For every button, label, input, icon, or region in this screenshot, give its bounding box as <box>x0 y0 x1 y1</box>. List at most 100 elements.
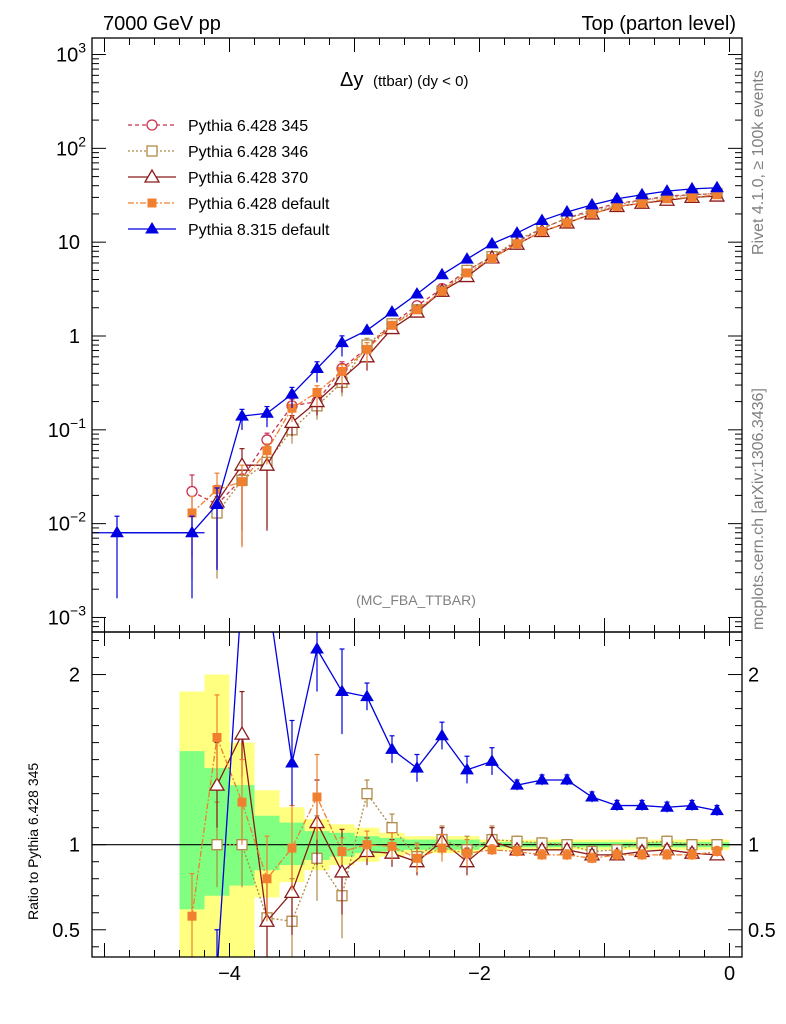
legend: Pythia 6.428 345 Pythia 6.428 346 Pythia 6… <box>128 118 330 239</box>
legend-label-4: Pythia 8.315 default <box>188 222 330 239</box>
ratio-ytick-label-right: 0.5 <box>748 920 776 942</box>
point <box>285 387 299 399</box>
point <box>335 335 349 348</box>
ratio-point <box>287 843 297 853</box>
point <box>710 180 724 193</box>
ratio-point <box>337 847 347 857</box>
ratio-xtick-label: −4 <box>218 963 241 985</box>
legend-label-1: Pythia 6.428 346 <box>188 144 308 161</box>
legend-marker-1 <box>146 145 158 157</box>
point <box>337 366 347 376</box>
point <box>385 305 399 317</box>
point <box>360 323 374 335</box>
series-3 <box>187 190 722 579</box>
ratio-point <box>410 761 424 773</box>
main-ytick-exp: −3 <box>70 602 86 618</box>
point <box>587 209 597 219</box>
point <box>537 226 547 236</box>
ratio-point <box>262 874 272 884</box>
ratio-point <box>412 853 422 863</box>
ratio-frame <box>91 631 743 958</box>
point <box>635 187 649 200</box>
ratio-point <box>612 850 622 860</box>
point <box>487 253 497 263</box>
ratio-point <box>208 776 226 791</box>
ratio-ytick-label: 2 <box>69 665 80 687</box>
point <box>610 191 624 204</box>
point <box>662 194 672 204</box>
point <box>585 197 599 210</box>
ratio-point <box>660 800 674 812</box>
ratio-line-2 <box>191 734 718 917</box>
ratio-point <box>637 850 647 860</box>
point <box>186 485 198 498</box>
ratio-point <box>387 841 397 851</box>
point <box>685 181 699 194</box>
legend-label-3: Pythia 6.428 default <box>188 196 330 213</box>
ratio-point <box>485 754 499 766</box>
main-ytick-label: 10−2 <box>48 509 86 536</box>
ratio-point <box>512 847 522 857</box>
series-line-0 <box>191 192 718 506</box>
ratio-point <box>385 742 399 754</box>
ratio-point <box>285 756 299 768</box>
header-right: Top (parton level) <box>581 13 736 35</box>
point <box>560 204 574 217</box>
series-line-3 <box>191 194 718 514</box>
legend-marker-0 <box>146 119 158 131</box>
point <box>435 267 449 280</box>
ratio-point <box>460 762 474 775</box>
ratio-point <box>585 790 599 802</box>
ratio-point <box>587 853 597 863</box>
ratio-ytick-label: 0.5 <box>52 920 80 942</box>
ratio-point <box>187 911 197 921</box>
ratio-clipped <box>187 632 726 957</box>
point <box>562 218 572 228</box>
ratio-point <box>310 642 324 654</box>
point <box>185 525 199 538</box>
ratio-ylabel: Ratio to Pythia 6.428 345 <box>25 763 41 920</box>
ratio-point <box>211 839 223 851</box>
ratio-point <box>562 850 572 860</box>
legend-marker-2 <box>143 168 161 183</box>
main-title-sub: (ttbar) (dy < 0) <box>373 73 468 90</box>
ratio-point <box>535 773 549 785</box>
ratio-point <box>687 850 697 860</box>
ratio-xtick-label: −2 <box>468 963 491 985</box>
point <box>260 406 274 418</box>
ratio-point <box>635 798 649 811</box>
legend-marker-4 <box>145 222 159 234</box>
ratio-point <box>537 850 547 860</box>
ratio-point <box>510 778 524 790</box>
point <box>310 361 324 374</box>
ratio-point <box>712 847 722 857</box>
main-ytick-exp: 2 <box>78 133 86 149</box>
legend-marker-3 <box>147 198 157 208</box>
main-ytick-label: 103 <box>56 40 86 67</box>
main-ytick-base: 10 <box>48 420 70 442</box>
point <box>410 287 424 299</box>
series-2 <box>208 187 726 568</box>
point <box>387 320 397 330</box>
main-ytick-base: 10 <box>48 607 70 629</box>
legend-label-0: Pythia 6.428 345 <box>188 118 308 135</box>
ratio-point <box>283 884 301 898</box>
point <box>237 477 247 487</box>
ratio-point <box>462 848 472 858</box>
ratio-point <box>435 728 449 741</box>
point <box>235 409 249 421</box>
main-title-delta-y: Δy <box>340 69 363 91</box>
ratio-series-2 <box>187 694 722 957</box>
main-ytick-label: 102 <box>56 133 86 160</box>
ratio-point <box>610 798 624 811</box>
ratio-point <box>437 843 447 853</box>
main-ytick-base: 10 <box>56 138 78 160</box>
ratio-point <box>710 803 724 816</box>
mcplots-label: mcplots.cern.ch [arXiv:1306.3436] <box>750 388 767 630</box>
series-4 <box>92 180 724 599</box>
header-left: 7000 GeV pp <box>103 13 221 35</box>
ratio-point <box>212 732 222 742</box>
main-ytick-exp: −1 <box>70 415 86 431</box>
